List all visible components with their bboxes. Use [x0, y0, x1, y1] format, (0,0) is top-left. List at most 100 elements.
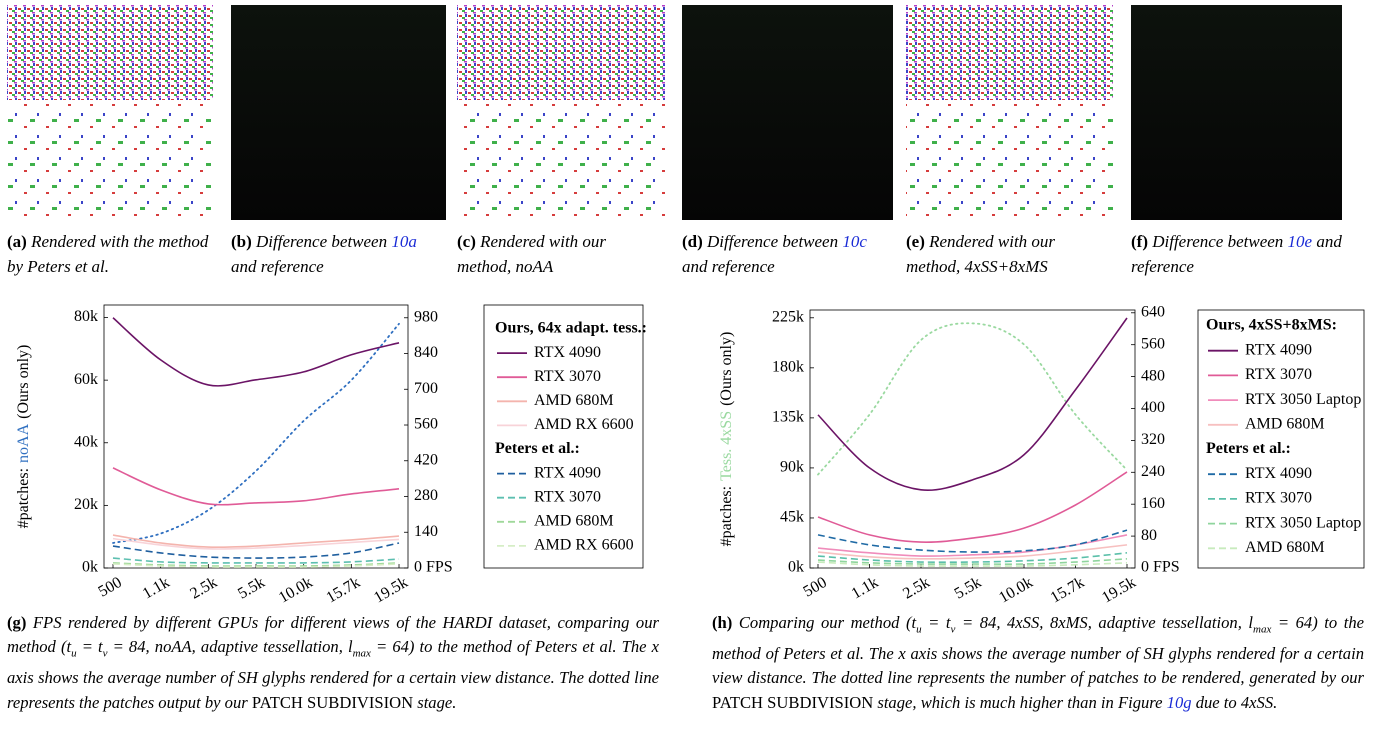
- series-line: [817, 529, 1128, 553]
- caption-text: Rendered with the method by Peters et al…: [7, 232, 209, 276]
- y-tick-label: 0k: [788, 559, 804, 576]
- series-line: [817, 322, 1128, 476]
- subfigure-label: (d): [682, 232, 703, 251]
- x-tick-label: 19.5k: [1099, 574, 1139, 607]
- y-tick-label: 20k: [74, 496, 98, 513]
- legend-label: RTX 4090: [1245, 465, 1312, 482]
- legend-label: AMD 680M: [534, 512, 614, 529]
- math-subscript: v: [950, 623, 956, 636]
- math-subscript: u: [71, 647, 77, 660]
- y2-tick-label: 80: [1141, 527, 1157, 544]
- subfigure-caption: (f) Difference between 10e and reference: [1131, 229, 1345, 279]
- subfigure-caption: (d) Difference between 10c and reference: [682, 229, 896, 279]
- y2-tick-label: 560: [1141, 335, 1165, 352]
- y-tick-label: 80k: [74, 308, 98, 325]
- y2-tick-label: 160: [1141, 495, 1165, 512]
- image-a: [7, 5, 213, 220]
- series-line: [112, 534, 400, 549]
- y-axis-label-part: noAA: [15, 423, 32, 463]
- x-tick-label: 19.5k: [371, 574, 411, 607]
- x-tick-label: 1.1k: [849, 574, 882, 603]
- caption-text: = 84, noAA, adaptive tessellation,: [107, 637, 348, 657]
- figure-caption: (h) Comparing our method (tu = tv = 84, …: [712, 611, 1364, 715]
- caption-text: stage.: [413, 692, 457, 712]
- y-axis-label: #patches: noAA (Ours only): [15, 345, 32, 529]
- series-line: [112, 467, 400, 506]
- series-line: [817, 561, 1128, 567]
- subfigure-caption: (e) Rendered with our method, 4xSS+8xMS: [906, 229, 1113, 279]
- series-line: [112, 317, 400, 387]
- figure-caption: (g) FPS rendered by different GPUs for d…: [7, 611, 659, 715]
- legend-label: AMD 680M: [534, 392, 614, 409]
- caption-text: and reference: [1131, 232, 1342, 276]
- legend-label: RTX 3070: [534, 488, 601, 505]
- y-tick-label: 225k: [772, 308, 804, 325]
- caption-label: (g): [7, 613, 27, 632]
- series-line: [112, 557, 400, 564]
- subfigure-label: (e): [906, 232, 925, 251]
- caption-text: = 84, 4xSS, 8xMS, adaptive tessellation,: [955, 613, 1249, 632]
- legend-label: RTX 3050 Laptop: [1245, 514, 1361, 531]
- image-d: [682, 5, 893, 220]
- y2-tick-label: 840: [414, 344, 438, 361]
- y2-tick-label: 640: [1141, 303, 1165, 320]
- x-tick-label: 5.5k: [952, 574, 985, 603]
- x-tick-label: 10.0k: [276, 574, 316, 607]
- math-subscript: max: [352, 647, 371, 660]
- caption-text: =: [76, 637, 99, 657]
- series-line: [112, 537, 400, 550]
- x-tick-label: 15.7k: [323, 574, 363, 607]
- caption-text: and reference: [231, 257, 324, 276]
- x-tick-label: 500: [801, 574, 830, 601]
- subfigure-label: (b): [231, 232, 252, 251]
- legend-label: RTX 3070: [1245, 366, 1312, 383]
- image-e: [906, 5, 1113, 220]
- reference-link: 10c: [842, 232, 867, 251]
- reference-link: 10a: [391, 232, 417, 251]
- image-f: [1131, 5, 1342, 220]
- y-axis-label-part: (Ours only): [718, 332, 735, 406]
- caption-text: = 64) to the method of Peters et al. The…: [712, 613, 1365, 688]
- y-axis-label-part: Tess. 4xSS: [718, 411, 735, 481]
- legend-label: AMD 680M: [1245, 539, 1325, 556]
- legend-heading: Peters et al.:: [495, 440, 580, 457]
- legend-label: RTX 3050 Laptop: [1245, 391, 1361, 408]
- caption-text: FPS rendered by different GPUs for diffe…: [7, 613, 659, 657]
- y2-tick-label: 240: [1141, 463, 1165, 480]
- y-tick-label: 45k: [780, 509, 804, 526]
- math-subscript: v: [102, 647, 108, 660]
- caption-text: Difference between: [1152, 232, 1288, 251]
- legend-label: AMD RX 6600: [534, 416, 634, 433]
- y-tick-label: 60k: [74, 371, 98, 388]
- caption-text: Rendered with our method, noAA: [457, 232, 607, 276]
- caption-text: due to 4xSS.: [1191, 692, 1278, 712]
- caption-text: Difference between: [707, 232, 843, 251]
- legend-label: AMD 680M: [1245, 415, 1325, 432]
- y2-tick-label: 980: [414, 308, 438, 325]
- subfigure-caption: (b) Difference between 10a and reference: [231, 229, 445, 279]
- legend-label: RTX 3070: [534, 368, 601, 385]
- y2-tick-label: 560: [414, 416, 438, 433]
- caption-text: Comparing our method (: [738, 613, 912, 632]
- legend-heading: Peters et al.:: [1206, 440, 1291, 457]
- x-tick-label: 1.1k: [140, 574, 173, 603]
- y-axis-label-part: #patches:: [15, 468, 32, 528]
- caption-text: PATCH SUBDIVISION: [251, 692, 414, 712]
- y2-tick-label: 400: [1141, 399, 1165, 416]
- legend-box: [1197, 309, 1365, 569]
- subfigure-caption: (a) Rendered with the method by Peters e…: [7, 229, 214, 279]
- caption-text: =: [921, 613, 946, 632]
- caption-text: Difference between: [256, 232, 392, 251]
- subfigure-label: (c): [457, 232, 476, 251]
- series-line: [112, 562, 400, 567]
- y-tick-label: 180k: [772, 358, 804, 375]
- series-line: [817, 552, 1128, 564]
- y2-tick-label: 0 FPS: [414, 559, 453, 576]
- math-subscript: u: [916, 623, 922, 636]
- caption-text: PATCH SUBDIVISION: [712, 692, 874, 712]
- y2-tick-label: 700: [414, 380, 438, 397]
- plot-frame: [103, 304, 409, 569]
- legend-heading: Ours, 64x adapt. tess.:: [495, 320, 647, 337]
